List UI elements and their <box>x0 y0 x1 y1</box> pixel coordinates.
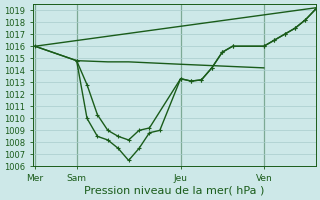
X-axis label: Pression niveau de la mer( hPa ): Pression niveau de la mer( hPa ) <box>84 186 265 196</box>
